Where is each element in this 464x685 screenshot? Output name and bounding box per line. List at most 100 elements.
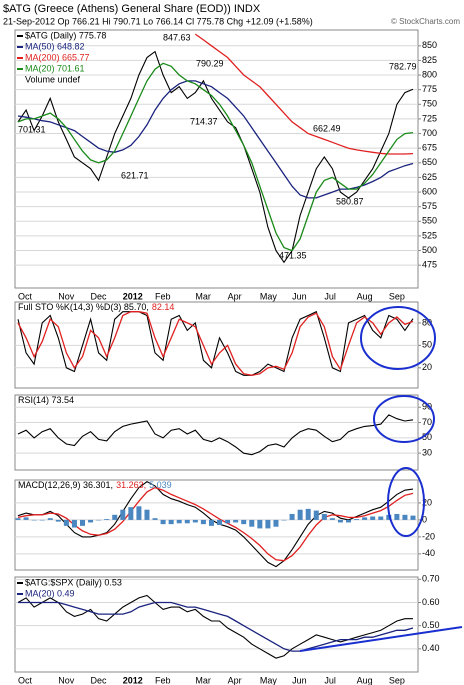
histogram-bar (79, 519, 85, 526)
histogram-bar (152, 518, 158, 520)
histogram-bar (386, 514, 392, 520)
histogram-bar (257, 519, 263, 529)
panel-frame (14, 29, 419, 289)
price-annotation: 790.29 (196, 58, 224, 68)
price-annotation: 782.79 (389, 61, 417, 71)
x-tick-label: Jul (324, 291, 336, 301)
series-line (17, 50, 414, 264)
histogram-bar (321, 513, 327, 520)
legend-label: MA(20) 701.61 (25, 63, 85, 73)
series-line (17, 481, 414, 568)
trendline (299, 626, 463, 652)
histogram-bar (410, 515, 416, 520)
y-tick-label: 70 (422, 417, 432, 427)
legend: MACD(12,26,9) 36.301, 31.263, 5.039 (18, 480, 172, 490)
histogram-bar (208, 519, 214, 526)
y-tick-label: 700 (422, 128, 437, 138)
price-annotation: 662.49 (313, 123, 341, 133)
histogram-bar (63, 519, 69, 526)
highlight-ellipse (360, 306, 436, 370)
panel: 30 50 70 90 RSI(14) 73.54 (14, 394, 432, 471)
x-tick-label: Feb (155, 291, 171, 301)
y-tick-label: 525 (422, 230, 437, 240)
legend-label: MA(50) 648.82 (25, 41, 85, 51)
x-tick-label: Sep (389, 675, 405, 685)
y-tick-label: 50 (422, 432, 432, 442)
series-line (17, 62, 414, 252)
histogram-bar (265, 519, 271, 529)
x-tick-label: Mar (195, 675, 211, 685)
volume-label: Volume undef (25, 74, 81, 84)
histogram-bar (112, 514, 118, 520)
histogram-bar (184, 519, 190, 524)
y-tick-label: 625 (422, 172, 437, 182)
legend-label: 5.039 (149, 480, 172, 490)
series-line (18, 601, 414, 652)
panel-frame (14, 576, 419, 673)
y-tick-label: 30 (422, 448, 432, 458)
histogram-bar (273, 519, 279, 527)
histogram-bar (136, 506, 142, 520)
histogram-bar (168, 519, 174, 525)
y-tick-label: 50 (422, 340, 432, 350)
series-line (17, 486, 414, 562)
y-tick-label: 650 (422, 157, 437, 167)
y-tick-label: 575 (422, 201, 437, 211)
price-annotation: 580.87 (336, 196, 364, 206)
price-annotation: 471.35 (279, 250, 307, 260)
x-tick-label: Nov (58, 675, 75, 685)
histogram-bar (289, 513, 295, 520)
y-tick-label: -40 (422, 548, 435, 558)
y-tick-label: 775 (422, 84, 437, 94)
x-tick-label: Sep (389, 291, 405, 301)
highlight-ellipse (387, 467, 425, 537)
x-tick-label: Jul (324, 675, 336, 685)
y-tick-label: 80 (422, 317, 432, 327)
histogram-bar (394, 513, 400, 520)
legend-label: $ATG:$SPX (Daily) 0.53 (25, 577, 122, 587)
price-annotation: 701.31 (18, 124, 46, 134)
y-tick-label: 800 (422, 69, 437, 79)
y-tick-label: 0.60 (422, 597, 440, 607)
histogram-bar (96, 519, 102, 521)
histogram-bar (200, 519, 206, 525)
histogram-bar (241, 519, 247, 525)
histogram-bar (120, 509, 126, 520)
histogram-bar (305, 508, 311, 520)
y-tick-label: 500 (422, 245, 437, 255)
legend: RSI(14) 73.54 (18, 395, 74, 405)
histogram-bar (88, 519, 94, 523)
y-tick-label: 0.50 (422, 620, 440, 630)
y-tick-label: 825 (422, 55, 437, 65)
legend-label: MACD(12,26,9) 36.301, (18, 480, 113, 490)
x-tick-label: May (260, 675, 278, 685)
panel: 475 500 525 550 575 600 625 650 675 700 725 750 775 8… (14, 29, 437, 301)
legend-label: Full STO %K(14,3) %D(3) 85.70, (18, 302, 149, 312)
y-tick-label: 675 (422, 143, 437, 153)
series-line (17, 310, 414, 376)
y-tick-label: 0 (422, 514, 427, 524)
annotations-hand (299, 306, 463, 652)
y-tick-label: -20 (422, 531, 435, 541)
histogram-bar (15, 518, 21, 520)
x-tick-label: Oct (18, 291, 33, 301)
panels: 4755005255505756006256506757007257507758… (14, 29, 440, 685)
histogram-bar (354, 519, 360, 520)
histogram-bar (192, 519, 198, 523)
y-tick-label: 20 (422, 362, 432, 372)
series-line (17, 311, 414, 376)
histogram-bar (233, 519, 239, 523)
histogram-bar (346, 519, 352, 523)
quote: 21-Sep-2012 Op 766.21 Hi 790.71 Lo 766.1… (3, 16, 313, 26)
histogram-bar (402, 514, 408, 520)
histogram-bar (362, 517, 368, 520)
histogram-bar (176, 519, 182, 524)
y-tick-label: 725 (422, 113, 437, 123)
x-tick-label: Jun (292, 291, 307, 301)
x-tick-label: Mar (195, 291, 211, 301)
x-tick-label: Aug (357, 291, 373, 301)
histogram-bar (297, 509, 303, 520)
histogram-bar (31, 519, 37, 521)
legend-label: RSI(14) 73.54 (18, 395, 74, 405)
legend-label: 82.14 (152, 302, 175, 312)
